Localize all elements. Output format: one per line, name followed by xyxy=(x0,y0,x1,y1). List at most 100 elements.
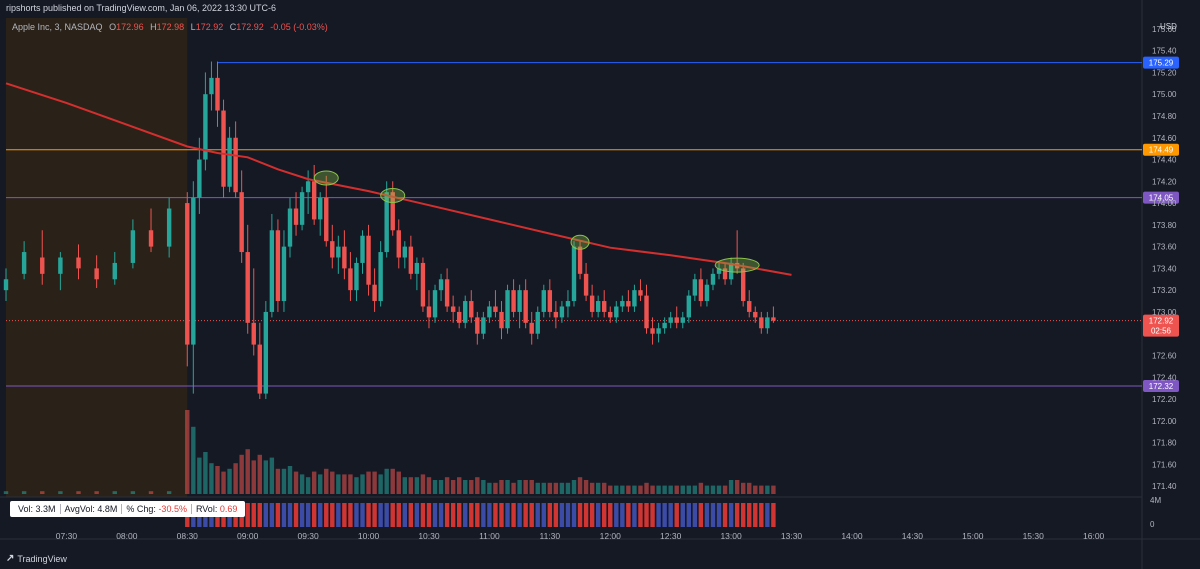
high-key: H xyxy=(150,22,157,32)
candle-body xyxy=(336,246,341,258)
rvol-bar xyxy=(704,503,710,527)
rvol-bar xyxy=(771,503,776,527)
candle-body xyxy=(166,208,172,247)
high-value: 172.98 xyxy=(156,22,185,32)
volume-bar xyxy=(632,485,637,494)
rvol-bar xyxy=(571,503,577,527)
volume-bar xyxy=(191,426,196,494)
stat-rvol-key: RVol: xyxy=(195,504,218,514)
volume-bar xyxy=(595,482,601,494)
volume-bar xyxy=(517,480,522,494)
volume-bar xyxy=(3,491,9,494)
volume-bar xyxy=(523,480,528,494)
volume-bar xyxy=(94,491,99,494)
x-tick-label: 12:30 xyxy=(660,531,682,541)
candle-body xyxy=(402,246,408,258)
x-tick-label: 14:30 xyxy=(902,531,924,541)
last-price-tag xyxy=(1143,314,1179,337)
volume-bar xyxy=(765,485,770,494)
y-tick-label: 174.00 xyxy=(1152,199,1177,208)
rvol-bar xyxy=(614,503,619,527)
candle-body xyxy=(287,208,293,247)
candle-body xyxy=(354,262,359,291)
volume-bar xyxy=(559,482,565,494)
rvol-bar xyxy=(728,503,734,527)
candle-body xyxy=(686,295,692,318)
y-tick-label: 175.00 xyxy=(1152,90,1177,99)
candle-body xyxy=(553,311,559,318)
rvol-bar xyxy=(692,503,698,527)
rvol-bar xyxy=(251,503,256,527)
moving-average-line xyxy=(5,82,792,276)
candle-body xyxy=(21,252,27,274)
rvol-bar xyxy=(305,503,311,527)
candles xyxy=(3,61,776,400)
candle-body xyxy=(716,268,722,274)
volume-bar xyxy=(112,491,117,494)
candle-body xyxy=(759,317,764,329)
relative-volume-pane: 4M 0 xyxy=(185,496,1161,529)
candle-body xyxy=(747,301,752,312)
rvol-bar xyxy=(511,503,516,527)
candle-body xyxy=(245,252,250,323)
volume-axis-max: 4M xyxy=(1150,496,1161,505)
candle-body xyxy=(209,77,214,95)
candle-body xyxy=(239,192,244,253)
rvol-bar xyxy=(378,503,383,527)
volume-bar xyxy=(535,482,540,494)
rvol-bar xyxy=(698,503,704,527)
candle-body xyxy=(432,290,438,318)
rvol-bar xyxy=(753,503,758,527)
rvol-bar xyxy=(487,503,492,527)
volume-bar xyxy=(269,457,275,494)
rvol-bar xyxy=(269,503,275,527)
x-tick-label: 12:00 xyxy=(600,531,622,541)
candle-body xyxy=(221,110,226,187)
last-price-label: 172.92 xyxy=(1149,317,1174,326)
volume-bar xyxy=(638,485,643,494)
candle-body xyxy=(191,197,196,345)
x-tick-label: 09:00 xyxy=(237,531,259,541)
candle-body xyxy=(692,279,698,296)
volume-bar xyxy=(505,480,510,494)
volume-bar xyxy=(577,477,583,494)
y-tick-label: 174.60 xyxy=(1152,134,1177,143)
rvol-bar xyxy=(602,503,607,527)
y-tick-label: 173.20 xyxy=(1152,286,1177,295)
candle-body xyxy=(656,328,661,334)
rvol-bar xyxy=(644,503,649,527)
candle-body xyxy=(463,301,468,323)
candle-body xyxy=(324,197,329,242)
volume-bar xyxy=(747,482,752,494)
volume-bar xyxy=(626,485,631,494)
candle-body xyxy=(644,295,649,329)
tradingview-brand[interactable]: ↗︎ TradingView xyxy=(6,553,67,564)
candle-body xyxy=(517,290,522,312)
rvol-bar xyxy=(287,503,293,527)
candle-body xyxy=(559,306,565,318)
volume-bar xyxy=(614,485,619,494)
candle-body xyxy=(311,181,317,220)
x-tick-label: 15:00 xyxy=(962,531,984,541)
volume-bar xyxy=(420,474,426,494)
rvol-bar xyxy=(469,503,474,527)
rvol-bar xyxy=(354,503,359,527)
level-tag xyxy=(1143,379,1179,392)
currency-label[interactable]: USD xyxy=(1160,22,1177,31)
candle-body xyxy=(771,317,776,321)
volume-bar xyxy=(396,471,401,494)
volume-bar xyxy=(287,466,293,494)
rvol-bar xyxy=(402,503,408,527)
volume-bar xyxy=(318,474,323,494)
rvol-bar xyxy=(336,503,341,527)
level-label: 174.49 xyxy=(1149,146,1174,155)
rvol-bar xyxy=(547,503,553,527)
volume-bar xyxy=(251,460,256,494)
volume-bar xyxy=(414,477,420,494)
rvol-bar xyxy=(493,503,498,527)
rvol-bar xyxy=(577,503,583,527)
countdown-label: 02:56 xyxy=(1151,327,1172,336)
rvol-bar xyxy=(710,503,716,527)
level-label: 172.32 xyxy=(1149,382,1174,391)
